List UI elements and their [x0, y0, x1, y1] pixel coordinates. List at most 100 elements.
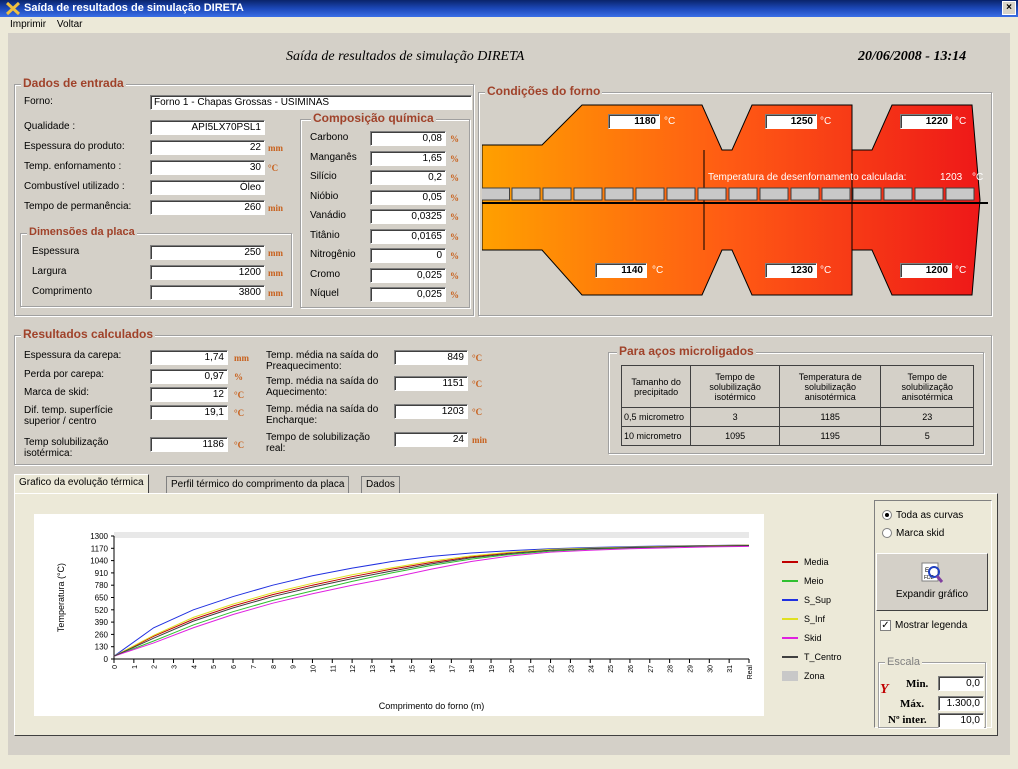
result-unit: °C	[472, 353, 483, 363]
radio-todas[interactable]: Toda as curvas	[882, 510, 963, 521]
result-unit: mm	[234, 353, 249, 363]
mt-cell: 10 micrometro	[620, 426, 692, 446]
field-value[interactable]: 0,08	[370, 131, 446, 146]
legend-label: Zona	[804, 671, 825, 681]
result-unit: °C	[234, 408, 245, 418]
x-tick-label: 28	[668, 665, 675, 673]
field-value[interactable]: 1200	[150, 265, 265, 280]
field-label: Vanádio	[310, 210, 346, 221]
x-tick-label: 22	[549, 665, 556, 673]
min-input[interactable]: 0,0	[938, 676, 984, 691]
field-value[interactable]: 0,0165	[370, 228, 446, 244]
field-label: Tempo de permanência:	[24, 201, 132, 212]
forno-top-2: 1250	[765, 114, 817, 129]
y-tick-label: 1300	[90, 532, 108, 541]
inter-input[interactable]: 10,0	[938, 713, 984, 728]
x-tick-label: 13	[370, 665, 377, 673]
field-value[interactable]: 3800	[150, 285, 265, 300]
result-label: Marca de skid:	[24, 387, 90, 398]
page-title: Saída de resultados de simulação DIRETA	[286, 49, 525, 64]
forno-bottom-2-unit: °C	[820, 265, 832, 276]
x-tick-label: 20	[509, 665, 516, 673]
y-tick-label: 780	[95, 581, 109, 590]
x-tick-label: 3	[172, 665, 179, 669]
field-label: Cromo	[310, 268, 341, 280]
x-tick-label: 19	[489, 665, 496, 673]
result-label: Dif. temp. superfície superior / centro	[24, 405, 113, 427]
expand-chart-label: Expandir gráfico	[895, 589, 969, 600]
field-unit: mm	[268, 288, 283, 298]
forno-top-3: 1220	[900, 114, 952, 129]
forno-bottom-2: 1230	[765, 263, 817, 278]
field-value[interactable]: 260	[150, 200, 265, 215]
field-label: Carbono	[310, 132, 349, 143]
y-tick-label: 1040	[90, 557, 108, 566]
forno-top-1-unit: °C	[664, 116, 676, 127]
show-legend-checkbox[interactable]: ✓ Mostrar legenda	[880, 620, 967, 631]
title-bar: Saída de resultados de simulação DIRETA …	[0, 0, 1018, 17]
x-tick-label: 16	[430, 665, 437, 673]
field-label: Silício	[310, 171, 337, 182]
result-label: Temp solubilização isotérmica:	[24, 437, 109, 459]
expand-chart-button[interactable]: E FDZ Expandir gráfico	[876, 553, 988, 611]
field-value[interactable]: 0	[370, 248, 446, 263]
legend-label: Skid	[804, 633, 822, 643]
svg-text:FDZ: FDZ	[924, 575, 934, 581]
x-axis-title: Comprimento do forno (m)	[379, 701, 485, 711]
field-value[interactable]: API5LX70PSL1	[150, 120, 265, 135]
legend-label: Meio	[804, 576, 824, 586]
y-tick-label: 1170	[91, 544, 109, 553]
composicao-title: Composição química	[311, 111, 436, 125]
field-value[interactable]: Óleo	[150, 180, 265, 195]
forno-field[interactable]: Forno 1 - Chapas Grossas - USIMINAS	[150, 95, 472, 110]
field-label: Comprimento	[32, 286, 93, 297]
menu-voltar[interactable]: Voltar	[56, 19, 83, 30]
desenf-unit: °C	[972, 172, 984, 183]
forno-bottom-1: 1140	[595, 263, 647, 278]
tab-grafico[interactable]: Grafico da evolução térmica	[14, 474, 149, 494]
x-tick-label: 10	[310, 665, 317, 673]
field-value[interactable]: 0,025	[370, 287, 446, 302]
chart-background	[34, 514, 764, 716]
forno-top-1: 1180	[608, 114, 660, 129]
field-value[interactable]: 0,2	[370, 170, 446, 185]
field-value[interactable]: 0,05	[370, 189, 446, 205]
field-value[interactable]: 250	[150, 245, 265, 260]
show-legend-label: Mostrar legenda	[895, 620, 968, 632]
field-value[interactable]: 1,65	[370, 150, 446, 166]
resultados-title: Resultados calculados	[21, 327, 156, 341]
x-tick-label: 23	[568, 665, 575, 673]
x-tick-label: 11	[330, 665, 337, 672]
result-value: 1151	[394, 376, 468, 391]
x-tick-label: 24	[588, 665, 595, 673]
field-value[interactable]: 22	[150, 140, 265, 155]
result-value: 24	[394, 432, 468, 447]
tab-perfil[interactable]: Perfil térmico do comprimento da placa	[166, 476, 350, 494]
tab-dados[interactable]: Dados	[361, 476, 400, 494]
legend-label: T_Centro	[804, 652, 842, 662]
result-value: 849	[394, 350, 468, 365]
x-tick-label: 8	[271, 665, 278, 669]
field-value[interactable]: 30	[150, 160, 265, 175]
x-tick-label: 14	[390, 665, 397, 673]
field-value[interactable]: 0,025	[370, 267, 446, 283]
field-unit: %	[450, 270, 459, 281]
field-label: Qualidade :	[24, 121, 76, 132]
close-icon[interactable]: ×	[1002, 1, 1016, 15]
result-unit: %	[234, 372, 243, 382]
field-unit: %	[450, 251, 459, 261]
result-value: 12	[150, 387, 228, 402]
field-value[interactable]: 0,0325	[370, 209, 446, 224]
y-tick-label: 260	[95, 630, 109, 639]
result-label: Temp. média na saída do Aquecimento:	[266, 376, 379, 398]
max-input[interactable]: 1.300,0	[938, 696, 984, 711]
x-tick-label: 4	[191, 665, 198, 669]
menu-imprimir[interactable]: Imprimir	[10, 19, 47, 30]
x-tick-label: 9	[291, 665, 298, 669]
radio-skid[interactable]: Marca skid	[882, 528, 944, 539]
y-tick-label: 0	[104, 655, 109, 664]
field-unit: mm	[268, 248, 283, 258]
escala-title: Escala	[885, 655, 923, 669]
field-label: Temp. enfornamento :	[24, 161, 122, 172]
